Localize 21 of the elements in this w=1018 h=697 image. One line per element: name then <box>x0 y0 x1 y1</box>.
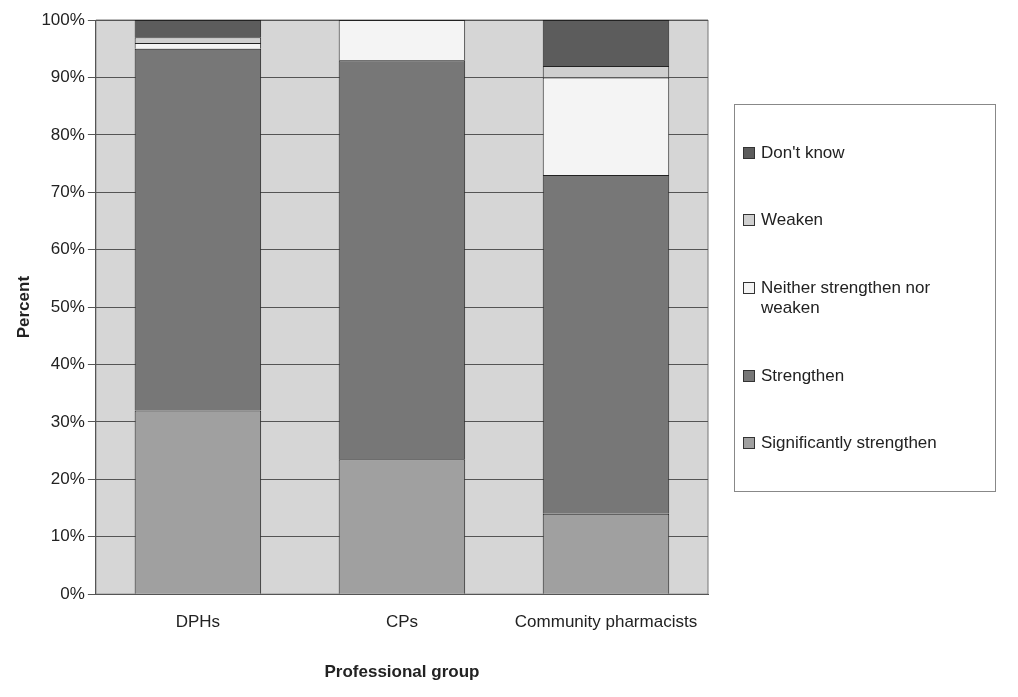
y-tick-label: 100% <box>41 9 85 29</box>
y-tick-label: 30% <box>50 411 85 431</box>
x-tick-label: CPs <box>385 612 418 632</box>
x-tick-label: Community pharmacists <box>514 612 698 632</box>
y-tick-label: 80% <box>50 124 85 144</box>
legend-label: Neither strengthen nor weaken <box>761 277 932 318</box>
legend-label: Don't know <box>761 142 845 163</box>
legend-label: Significantly strengthen <box>761 433 937 454</box>
legend-label: Weaken <box>761 210 824 231</box>
y-tick-label: 60% <box>50 239 85 259</box>
x-tick-label: DPHs <box>175 612 221 632</box>
x-axis-title: Professional group <box>324 662 480 682</box>
y-tick-label: 10% <box>50 526 85 546</box>
y-tick-label: 90% <box>50 67 85 87</box>
y-axis-title: Percent <box>13 275 33 339</box>
y-tick-label: 40% <box>50 354 85 374</box>
legend-label: Strengthen <box>761 365 845 386</box>
y-tick-label: 20% <box>50 469 85 489</box>
y-tick-label: 70% <box>50 181 85 201</box>
y-tick-label: 50% <box>50 296 85 316</box>
y-tick-label: 0% <box>60 583 85 603</box>
